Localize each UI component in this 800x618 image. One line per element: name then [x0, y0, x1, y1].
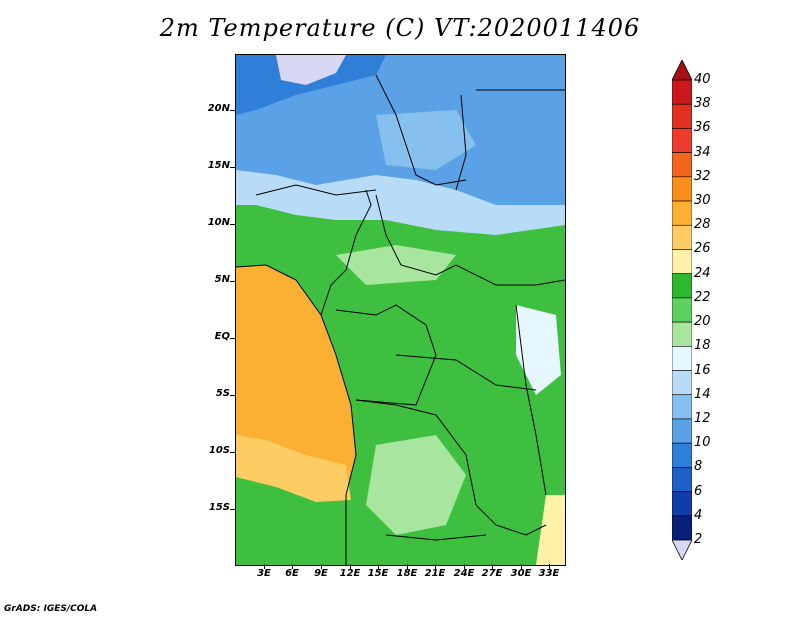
lat-label: 10N	[207, 217, 230, 228]
colorbar-band	[672, 297, 692, 323]
lat-tick	[230, 167, 235, 168]
colorbar-label: 16	[694, 362, 711, 378]
colorbar-label: 38	[694, 96, 711, 112]
lat-label: 20N	[207, 103, 230, 114]
colorbar-label: 8	[694, 459, 703, 475]
lat-label: 15S	[208, 502, 230, 513]
colorbar-min-arrow	[672, 539, 692, 560]
colorbar-label: 28	[694, 217, 711, 233]
lat-label: 5N	[214, 274, 230, 285]
lat-tick	[230, 110, 235, 111]
lat-label: 5S	[215, 388, 230, 399]
colorbar	[672, 60, 692, 560]
colorbar-label: 30	[694, 193, 711, 209]
lon-label: 18E	[396, 568, 418, 579]
colorbar-band	[672, 442, 692, 468]
lat-label: EQ	[214, 331, 230, 342]
colorbar-label: 4	[694, 507, 703, 523]
lon-tick	[321, 564, 322, 569]
cool-patch-sahara	[376, 110, 476, 170]
lon-label: 15E	[367, 568, 389, 579]
lon-tick	[435, 564, 436, 569]
lon-label: 3E	[257, 568, 271, 579]
colorbar-band	[672, 176, 692, 202]
colorbar-label: 36	[694, 120, 711, 136]
map-canvas	[236, 55, 565, 565]
colorbar-band	[672, 152, 692, 178]
colorbar-band	[672, 370, 692, 396]
colorbar-band	[672, 249, 692, 274]
colorbar-band	[672, 200, 692, 226]
colorbar-label: 20	[694, 314, 711, 330]
colorbar-label: 6	[694, 483, 703, 499]
footer-credit: GrADS: IGES/COLA	[4, 604, 98, 614]
colorbar-band	[672, 418, 692, 444]
lon-tick	[492, 564, 493, 569]
lat-tick	[230, 281, 235, 282]
colorbar-label: 32	[694, 168, 711, 184]
colorbar-band	[672, 467, 692, 492]
lon-label: 27E	[481, 568, 503, 579]
lon-tick	[264, 564, 265, 569]
lon-label: 30E	[510, 568, 532, 579]
colorbar-label: 34	[694, 144, 711, 160]
colorbar-band	[672, 346, 692, 371]
colorbar-label: 10	[694, 435, 711, 451]
lon-label: 6E	[285, 568, 299, 579]
lon-tick	[350, 564, 351, 569]
lat-tick	[230, 509, 235, 510]
colorbar-label: 26	[694, 241, 711, 257]
lon-label: 21E	[424, 568, 446, 579]
colorbar-label: 14	[694, 386, 711, 402]
colorbar-label: 24	[694, 265, 711, 281]
colorbar-band	[672, 273, 692, 299]
colorbar-label: 2	[694, 532, 703, 547]
colorbar-band	[672, 103, 692, 129]
cool-band-sahel	[236, 170, 565, 235]
coldest-patch	[276, 55, 346, 85]
colorbar-band	[672, 321, 692, 347]
lat-tick	[230, 224, 235, 225]
lat-label: 10S	[208, 445, 230, 456]
colorbar-band	[672, 224, 692, 250]
colorbar-label: 12	[694, 410, 711, 426]
mild-patch-central	[336, 245, 456, 285]
lat-tick	[230, 395, 235, 396]
colorbar-band	[672, 515, 692, 541]
lon-tick	[464, 564, 465, 569]
colorbar-label: 22	[694, 289, 711, 305]
colorbar-label: 40	[694, 72, 711, 87]
lon-label: 33E	[538, 568, 560, 579]
lon-tick	[549, 564, 550, 569]
lake-region	[516, 305, 561, 395]
lon-tick	[378, 564, 379, 569]
colder-region-northwest	[236, 55, 386, 115]
lat-tick	[230, 452, 235, 453]
colorbar-band	[672, 394, 692, 420]
lon-tick	[292, 564, 293, 569]
temperature-map	[235, 54, 566, 566]
lat-label: 15N	[207, 160, 230, 171]
lon-tick	[407, 564, 408, 569]
lat-tick	[230, 338, 235, 339]
colorbar-band	[672, 79, 692, 105]
colorbar-band	[672, 128, 692, 153]
country-borders	[255, 74, 565, 541]
coastline	[236, 264, 357, 565]
lon-label: 9E	[314, 568, 328, 579]
mild-region-southeast	[366, 435, 466, 535]
colorbar-band	[672, 491, 692, 517]
colorbar-max-arrow	[672, 60, 692, 81]
lon-tick	[521, 564, 522, 569]
warm-ocean-southwest	[236, 435, 351, 502]
colorbar-label: 18	[694, 338, 711, 354]
lon-label: 12E	[339, 568, 361, 579]
lon-label: 24E	[453, 568, 475, 579]
chart-title: 2m Temperature (C) VT:2020011406	[159, 14, 641, 42]
warm-patch-southeast	[536, 495, 565, 565]
